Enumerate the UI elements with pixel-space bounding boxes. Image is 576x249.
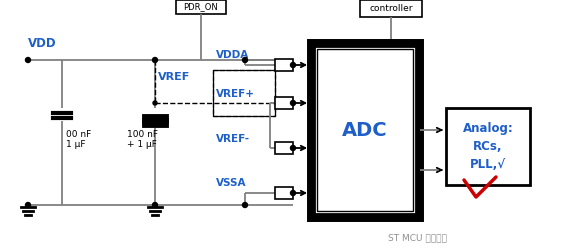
Bar — [310, 42, 420, 218]
Text: RCs,: RCs, — [473, 140, 503, 153]
Bar — [213, 70, 275, 116]
Circle shape — [290, 101, 295, 106]
Circle shape — [242, 58, 248, 62]
Circle shape — [290, 145, 295, 150]
Text: PDR_ON: PDR_ON — [184, 2, 218, 11]
Text: VDD: VDD — [28, 37, 56, 50]
Circle shape — [153, 101, 157, 105]
Bar — [275, 187, 293, 199]
Text: controller: controller — [369, 4, 413, 13]
Circle shape — [290, 190, 295, 195]
Text: VDDA: VDDA — [216, 50, 249, 60]
Circle shape — [153, 58, 157, 62]
Circle shape — [25, 58, 31, 62]
Text: 1 μF: 1 μF — [66, 140, 85, 149]
Bar — [360, 0, 422, 17]
Text: VSSA: VSSA — [216, 178, 247, 188]
Text: + 1 μF: + 1 μF — [127, 140, 157, 149]
Bar — [317, 49, 413, 211]
Text: 100 nF: 100 nF — [127, 130, 158, 139]
Text: PLL,√: PLL,√ — [470, 158, 506, 171]
Bar — [213, 70, 275, 116]
Bar — [446, 108, 530, 185]
Text: Analog:: Analog: — [463, 122, 513, 135]
Circle shape — [153, 202, 157, 207]
Bar — [275, 97, 293, 109]
Bar — [176, 0, 226, 14]
Circle shape — [290, 62, 295, 67]
Text: 00 nF: 00 nF — [66, 130, 91, 139]
Circle shape — [25, 202, 31, 207]
Bar — [275, 142, 293, 154]
Text: VREF+: VREF+ — [216, 89, 255, 99]
Bar — [275, 59, 293, 71]
Text: ADC: ADC — [342, 121, 388, 139]
Bar — [314, 46, 416, 214]
Text: ST MCU 信息交流: ST MCU 信息交流 — [388, 234, 447, 243]
Text: VREF-: VREF- — [216, 134, 250, 144]
Text: VREF: VREF — [158, 72, 190, 82]
Circle shape — [242, 202, 248, 207]
